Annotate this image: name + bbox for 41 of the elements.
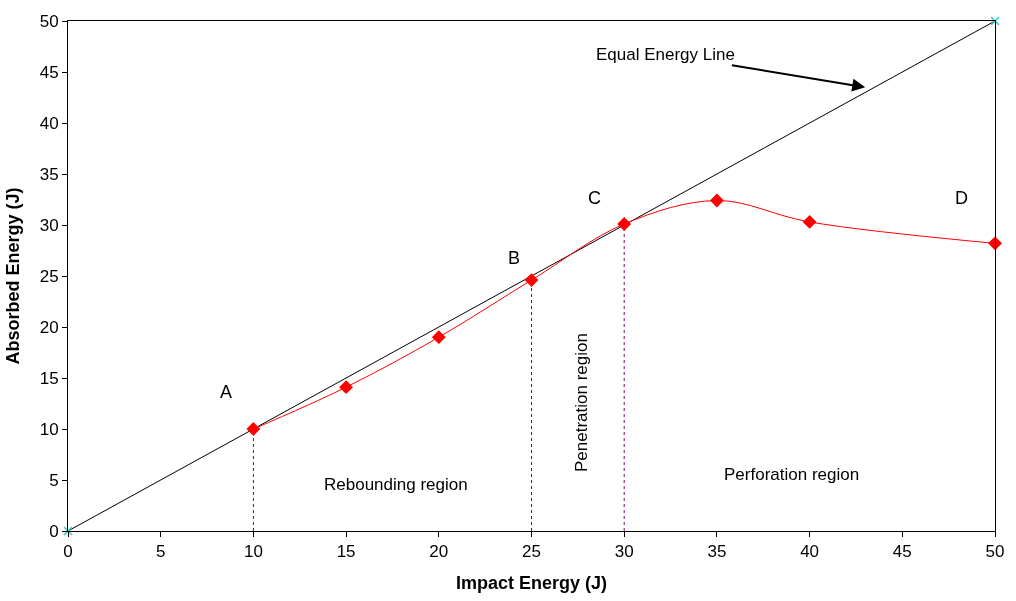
x-tick-label: 25 xyxy=(522,542,541,562)
x-axis-title: Impact Energy (J) xyxy=(455,572,608,593)
annotation: Rebounding region xyxy=(324,475,468,494)
y-tick-label: 40 xyxy=(39,113,59,133)
annotation: A xyxy=(220,382,233,402)
x-tick-label: 10 xyxy=(243,542,263,562)
y-tick-label: 45 xyxy=(39,62,59,82)
x-tick-label: 20 xyxy=(429,542,449,562)
x-tick-label: 0 xyxy=(63,542,73,562)
annotation: Perforation region xyxy=(724,465,860,484)
x-tick-label: 45 xyxy=(892,542,912,562)
x-tick-label: 40 xyxy=(800,542,820,562)
annotation: C xyxy=(588,188,601,208)
point xyxy=(432,330,446,344)
x-tick-label: 15 xyxy=(336,542,356,562)
point xyxy=(990,16,1000,26)
annotation: B xyxy=(508,248,521,268)
point xyxy=(246,422,260,436)
x-tick-label: 50 xyxy=(985,542,1005,562)
y-tick-label: 25 xyxy=(39,266,59,286)
y-tick-label: 5 xyxy=(49,470,59,490)
point xyxy=(617,217,631,231)
y-tick-label: 10 xyxy=(39,419,59,439)
point xyxy=(339,380,353,394)
point xyxy=(710,193,724,208)
y-tick-label: 0 xyxy=(49,521,59,541)
x-tick-label: 5 xyxy=(155,542,166,562)
annotation: Penetration region xyxy=(572,333,592,473)
annotation: D xyxy=(955,188,968,208)
y-tick-label: 20 xyxy=(39,317,59,337)
annotation: Equal Energy Line xyxy=(596,45,735,64)
y-tick-label: 50 xyxy=(39,11,59,31)
point xyxy=(803,215,817,229)
y-axis-title: Absorbed Energy (J) xyxy=(2,187,23,365)
point xyxy=(524,273,539,287)
y-tick-label: 30 xyxy=(39,215,59,235)
y-tick-label: 35 xyxy=(39,164,59,184)
point xyxy=(988,236,1002,250)
x-tick-label: 35 xyxy=(707,542,727,562)
x-tick-label: 30 xyxy=(614,542,634,562)
y-tick-label: 15 xyxy=(39,368,59,388)
